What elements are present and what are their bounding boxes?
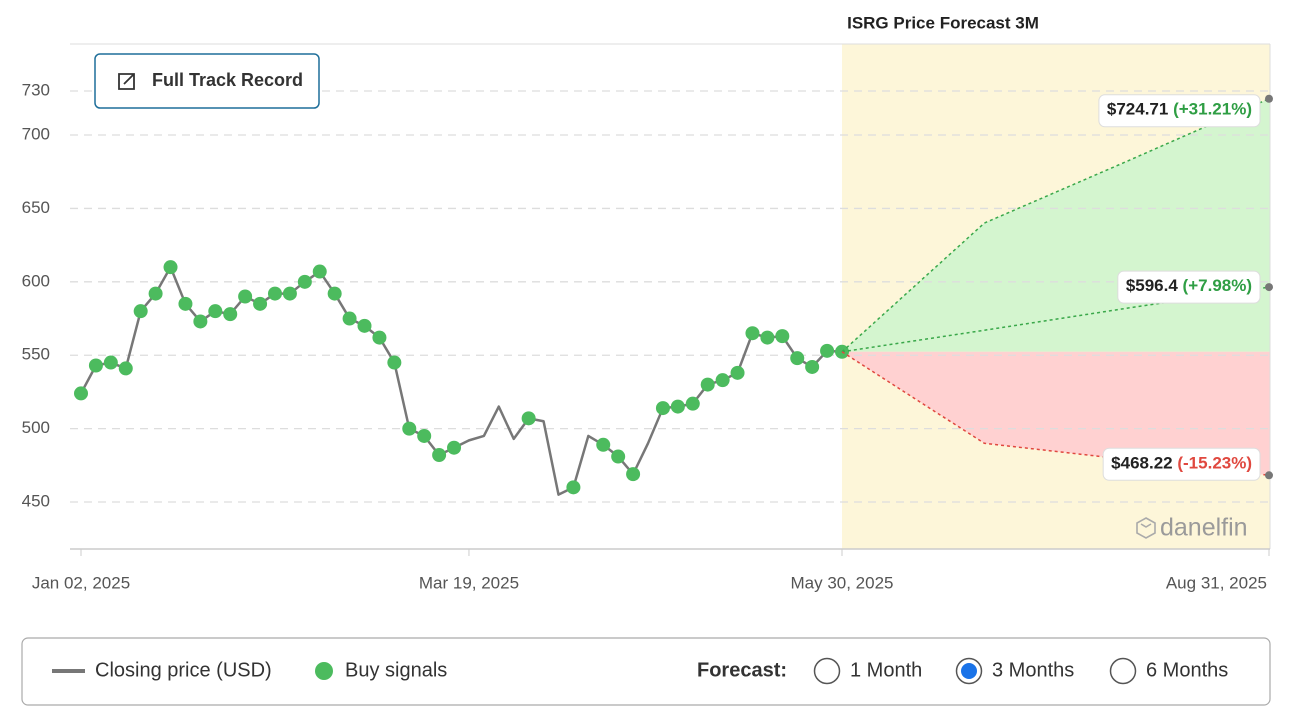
y-tick-label: 600 [22, 271, 50, 290]
forecast-label-box [1102, 447, 1261, 481]
legend-label: Buy signals [345, 659, 447, 681]
buy-signal [148, 286, 163, 301]
x-tick-label: Mar 19, 2025 [419, 573, 519, 592]
buy-signal [730, 365, 745, 380]
y-tick-label: 550 [22, 345, 50, 364]
buy-signal [253, 296, 268, 311]
buy-signal [357, 318, 372, 333]
buy-signal [790, 351, 805, 366]
buy-signal [432, 448, 447, 463]
radio-label[interactable]: 3 Months [992, 659, 1074, 681]
radio-selected[interactable] [961, 663, 977, 679]
forecast-value: $468.22 [1111, 454, 1172, 473]
buy-signal [402, 421, 417, 436]
watermark-text: danelfin [1160, 514, 1248, 542]
x-tick-label: Aug 31, 2025 [1166, 573, 1267, 592]
buy-signal [282, 286, 297, 301]
forecast-label: $724.71 (+31.21%) [1098, 94, 1261, 128]
buy-signal [775, 329, 790, 344]
y-tick-label: 730 [22, 80, 50, 99]
buy-signal [760, 330, 775, 345]
buy-signal [118, 361, 133, 376]
buy-signal [74, 386, 88, 401]
y-tick-label: 650 [22, 198, 50, 217]
x-tick-label: May 30, 2025 [790, 573, 893, 592]
track-record-button[interactable]: Full Track Record [94, 53, 320, 109]
radio-label[interactable]: 6 Months [1146, 659, 1228, 681]
buy-signal [103, 355, 118, 370]
y-tick-label: 450 [22, 492, 50, 511]
buy-signal [447, 440, 462, 455]
watermark: danelfin [1136, 514, 1248, 542]
buy-signal [820, 343, 835, 358]
legend-label: Closing price (USD) [95, 659, 272, 681]
y-tick-label: 500 [22, 418, 50, 437]
buy-signal [133, 304, 148, 319]
forecast-end [1265, 471, 1273, 480]
buy-signal [596, 437, 611, 452]
x-tick-label: Jan 02, 2025 [32, 573, 130, 592]
radio-label[interactable]: 1 Month [850, 659, 922, 681]
buy-signal [327, 286, 342, 301]
buy-signal [193, 314, 208, 329]
forecast-value: $724.71 [1107, 100, 1168, 119]
radio[interactable] [1109, 657, 1137, 685]
buy-signal [387, 355, 402, 370]
buy-signal [163, 260, 178, 275]
buy-signal [715, 373, 730, 388]
button-frame[interactable] [94, 53, 320, 109]
buy-signal [566, 480, 581, 495]
watermark-logo [1136, 517, 1156, 539]
buy-signal [223, 307, 238, 322]
forecast-area [842, 351, 1270, 476]
forecast-change: (+7.98%) [1183, 277, 1252, 296]
forecast-label: $596.4 (+7.98%) [1117, 270, 1261, 304]
external-icon [118, 73, 135, 90]
forecast-label-text: $468.22 (-15.23%) [1111, 454, 1252, 473]
buy-signal [208, 304, 223, 319]
buy-signal [700, 377, 715, 392]
forecast-value: $596.4 [1126, 277, 1179, 296]
buy-signal [611, 449, 626, 464]
buy-signal [297, 274, 312, 289]
legend-dot [315, 662, 333, 680]
buy-signal [372, 330, 387, 345]
forecast-end [1265, 94, 1273, 103]
buy-signal [88, 358, 103, 373]
buy-signal [745, 326, 760, 341]
buy-signal [312, 264, 327, 279]
forecast-label-box [1098, 94, 1261, 128]
buy-signal [417, 428, 432, 443]
forecast-label-text: $596.4 (+7.98%) [1126, 277, 1252, 296]
radio-option[interactable]: 6 Months [1109, 657, 1229, 685]
radio[interactable] [813, 657, 841, 685]
buy-signal [267, 286, 282, 301]
y-tick-label: 700 [22, 125, 50, 144]
buy-signal [655, 401, 670, 416]
forecast-label-text: $724.71 (+31.21%) [1107, 100, 1252, 119]
radio-option[interactable]: 3 Months [955, 657, 1075, 685]
radio-option[interactable]: 1 Month [813, 657, 923, 685]
legend-box [21, 637, 1271, 706]
buy-signal [805, 359, 820, 374]
buy-signal [238, 289, 253, 304]
forecast-label: $468.22 (-15.23%) [1102, 447, 1261, 481]
buy-signal [178, 296, 193, 311]
price-line [79, 265, 843, 496]
buy-signal [626, 467, 641, 482]
forecast-label: Forecast: [697, 659, 787, 681]
button-label[interactable]: Full Track Record [152, 70, 303, 90]
forecast-change: (+31.21%) [1173, 100, 1252, 119]
buy-signal [342, 311, 357, 326]
forecast-change: (-15.23%) [1177, 454, 1252, 473]
buy-signal [521, 411, 536, 426]
chart-title: ISRG Price Forecast 3M [847, 13, 1039, 32]
buy-signal [670, 399, 685, 414]
buy-signal [685, 396, 700, 411]
forecast-end [1265, 283, 1273, 292]
forecast-label-box [1117, 270, 1261, 304]
